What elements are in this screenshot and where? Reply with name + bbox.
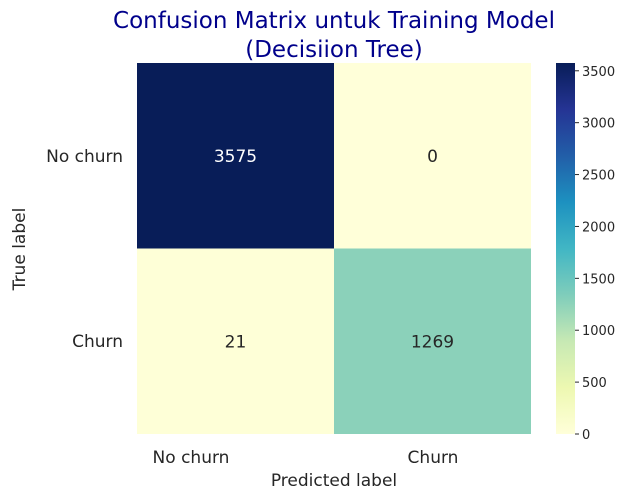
colorbar-tick-label-3500: 3500: [582, 65, 615, 80]
cell-churn-no-churn: [137, 248, 334, 434]
cell-no-churn-no-churn: [137, 63, 334, 249]
annotation-churn-no-churn: 21: [225, 332, 247, 352]
heatmap-annotations: 3575 0 21 1269: [214, 147, 454, 353]
annotation-no-churn-churn: 0: [427, 147, 438, 167]
cell-no-churn-churn: [334, 63, 531, 249]
annotation-no-churn-no-churn: 3575: [214, 147, 257, 167]
chart-title-line-2: (Decisiion Tree): [245, 37, 423, 63]
y-tick-label-no-churn: No churn: [46, 147, 123, 167]
annotation-churn-churn: 1269: [411, 332, 454, 352]
colorbar: [556, 63, 575, 434]
x-tick-label-no-churn: No churn: [153, 448, 230, 468]
colorbar-tick-label-0: 0: [582, 428, 590, 443]
x-axis-label: Predicted label: [271, 471, 397, 491]
colorbar-tick-label-1000: 1000: [582, 324, 615, 339]
colorbar-tick-label-2500: 2500: [582, 169, 615, 184]
colorbar-ticks: 0 500 1000 1500 2000 2500 3000 3500: [575, 65, 615, 443]
heatmap-cells: [137, 63, 531, 434]
y-axis-label: True label: [10, 208, 30, 292]
colorbar-tick-label-500: 500: [582, 376, 607, 391]
colorbar-tick-label-1500: 1500: [582, 272, 615, 287]
y-tick-label-churn: Churn: [72, 332, 123, 352]
colorbar-tick-label-2000: 2000: [582, 220, 615, 235]
colorbar-tick-label-3000: 3000: [582, 117, 615, 132]
x-tick-label-churn: Churn: [408, 448, 459, 468]
cell-churn-churn: [334, 248, 531, 434]
chart-title-line-1: Confusion Matrix untuk Training Model: [113, 8, 555, 34]
